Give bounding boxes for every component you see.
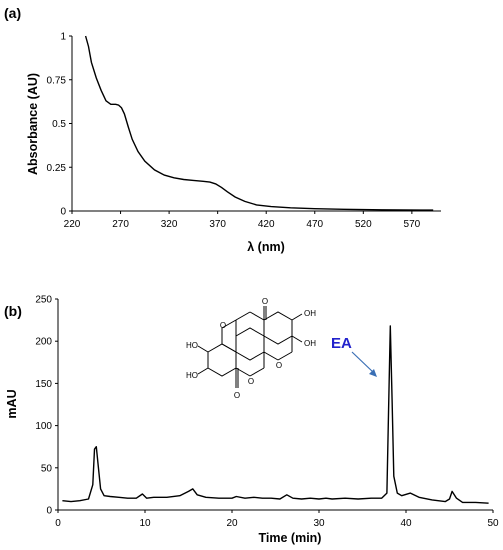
y-tick-label-b: 250 [35, 295, 52, 306]
x-axis-title-a: λ (nm) [247, 240, 285, 254]
panel-label-b: (b) [4, 303, 22, 319]
x-tick-label-b: 40 [400, 518, 412, 529]
x-tick-label-a: 320 [161, 219, 178, 230]
x-tick-label-a: 220 [64, 219, 81, 230]
y-tick-label-b: 100 [35, 421, 52, 432]
x-tick-label-a: 470 [306, 219, 323, 230]
series-line-b [62, 325, 489, 504]
svg-text:OH: OH [304, 339, 316, 348]
peak-annotation-arrow [351, 351, 375, 374]
svg-text:O: O [276, 361, 282, 370]
hplc-chromatogram-chart: 0 10 20 30 40 50 0 50 100 150 200 250 Time (min) mA… [5, 295, 499, 546]
svg-text:HO: HO [186, 371, 198, 380]
y-tick-label-a: 0.25 [47, 163, 67, 174]
y-tick-label-b: 0 [46, 506, 52, 517]
y-axis-title-b: mAU [5, 389, 19, 418]
svg-text:HO: HO [186, 341, 198, 350]
peak-annotation-arrowhead [369, 369, 377, 377]
x-tick-label-b: 50 [487, 518, 499, 529]
x-tick-label-b: 20 [226, 518, 238, 529]
x-tick-label-b: 10 [139, 518, 151, 529]
x-axis-title-b: Time (min) [259, 531, 322, 545]
y-tick-label-a: 1 [60, 32, 66, 43]
svg-text:O: O [234, 391, 240, 400]
y-tick-label-a: 0.5 [52, 119, 66, 130]
y-tick-label-b: 50 [41, 463, 53, 474]
x-tick-label-b: 30 [313, 518, 325, 529]
uv-spectrum-chart: 220 270 320 370 420 470 520 570 0 0.25 0.5 0.75 1 λ … [26, 32, 441, 254]
series-line-a [84, 35, 434, 211]
x-tick-label-a: 370 [209, 219, 226, 230]
x-tick-label-b: 0 [55, 518, 61, 529]
panel-label-a: (a) [4, 5, 21, 21]
structure-atom-labels: O O OH OH O HO HO O O [186, 297, 316, 400]
y-tick-label-b: 200 [35, 337, 52, 348]
svg-text:O: O [248, 377, 254, 386]
y-axis-title-a: Absorbance (AU) [26, 73, 40, 175]
y-tick-label-a: 0 [60, 207, 66, 218]
x-tick-label-a: 270 [112, 219, 129, 230]
svg-text:O: O [220, 321, 226, 330]
y-tick-label-a: 0.75 [47, 75, 67, 86]
y-tick-label-b: 150 [35, 379, 52, 390]
x-tick-label-a: 570 [404, 219, 421, 230]
ellagic-acid-structure-image [197, 306, 303, 388]
x-tick-label-a: 520 [355, 219, 372, 230]
svg-text:O: O [262, 297, 268, 306]
peak-annotation-label: EA [331, 335, 352, 352]
svg-text:OH: OH [304, 309, 316, 318]
x-tick-label-a: 420 [258, 219, 275, 230]
